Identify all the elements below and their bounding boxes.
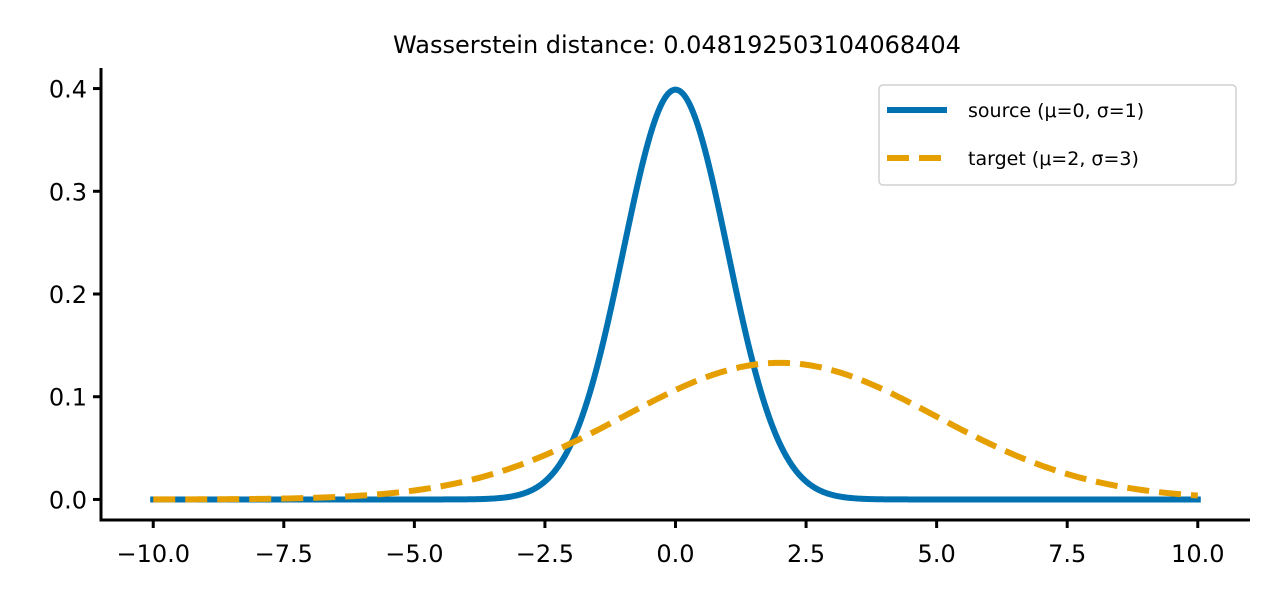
x-tick-label: −10.0 xyxy=(116,540,190,568)
legend-label-target: target (μ=2, σ=3) xyxy=(968,148,1139,170)
x-tick-label: −2.5 xyxy=(516,540,574,568)
axes-layer: −10.0 −7.5 −5.0 −2.5 0.0 2.5 5.0 7.5 10.0 0.0 0.1 0… xyxy=(49,68,1250,568)
x-tick-label: 7.5 xyxy=(1048,540,1086,568)
y-tick-label: 0.0 xyxy=(49,486,87,514)
chart-title: Wasserstein distance: 0.0481925031040684… xyxy=(393,31,961,59)
x-tick-label: 10.0 xyxy=(1171,540,1224,568)
y-tick-label: 0.3 xyxy=(49,178,87,206)
y-tick-label: 0.1 xyxy=(49,384,87,412)
legend-label-source: source (μ=0, σ=1) xyxy=(968,100,1144,122)
x-tick-label: 0.0 xyxy=(656,540,694,568)
legend-frame xyxy=(878,84,1237,186)
y-tick-label: 0.2 xyxy=(49,281,87,309)
x-tick-label: 2.5 xyxy=(787,540,825,568)
series-line-target xyxy=(151,359,1200,503)
legend: source (μ=0, σ=1) target (μ=2, σ=3) xyxy=(878,84,1237,186)
x-tick-label: −7.5 xyxy=(255,540,313,568)
y-tick-label: 0.4 xyxy=(49,76,87,104)
x-tick-label: −5.0 xyxy=(385,540,443,568)
x-tick-label: 5.0 xyxy=(918,540,956,568)
series-layer xyxy=(150,86,1201,503)
